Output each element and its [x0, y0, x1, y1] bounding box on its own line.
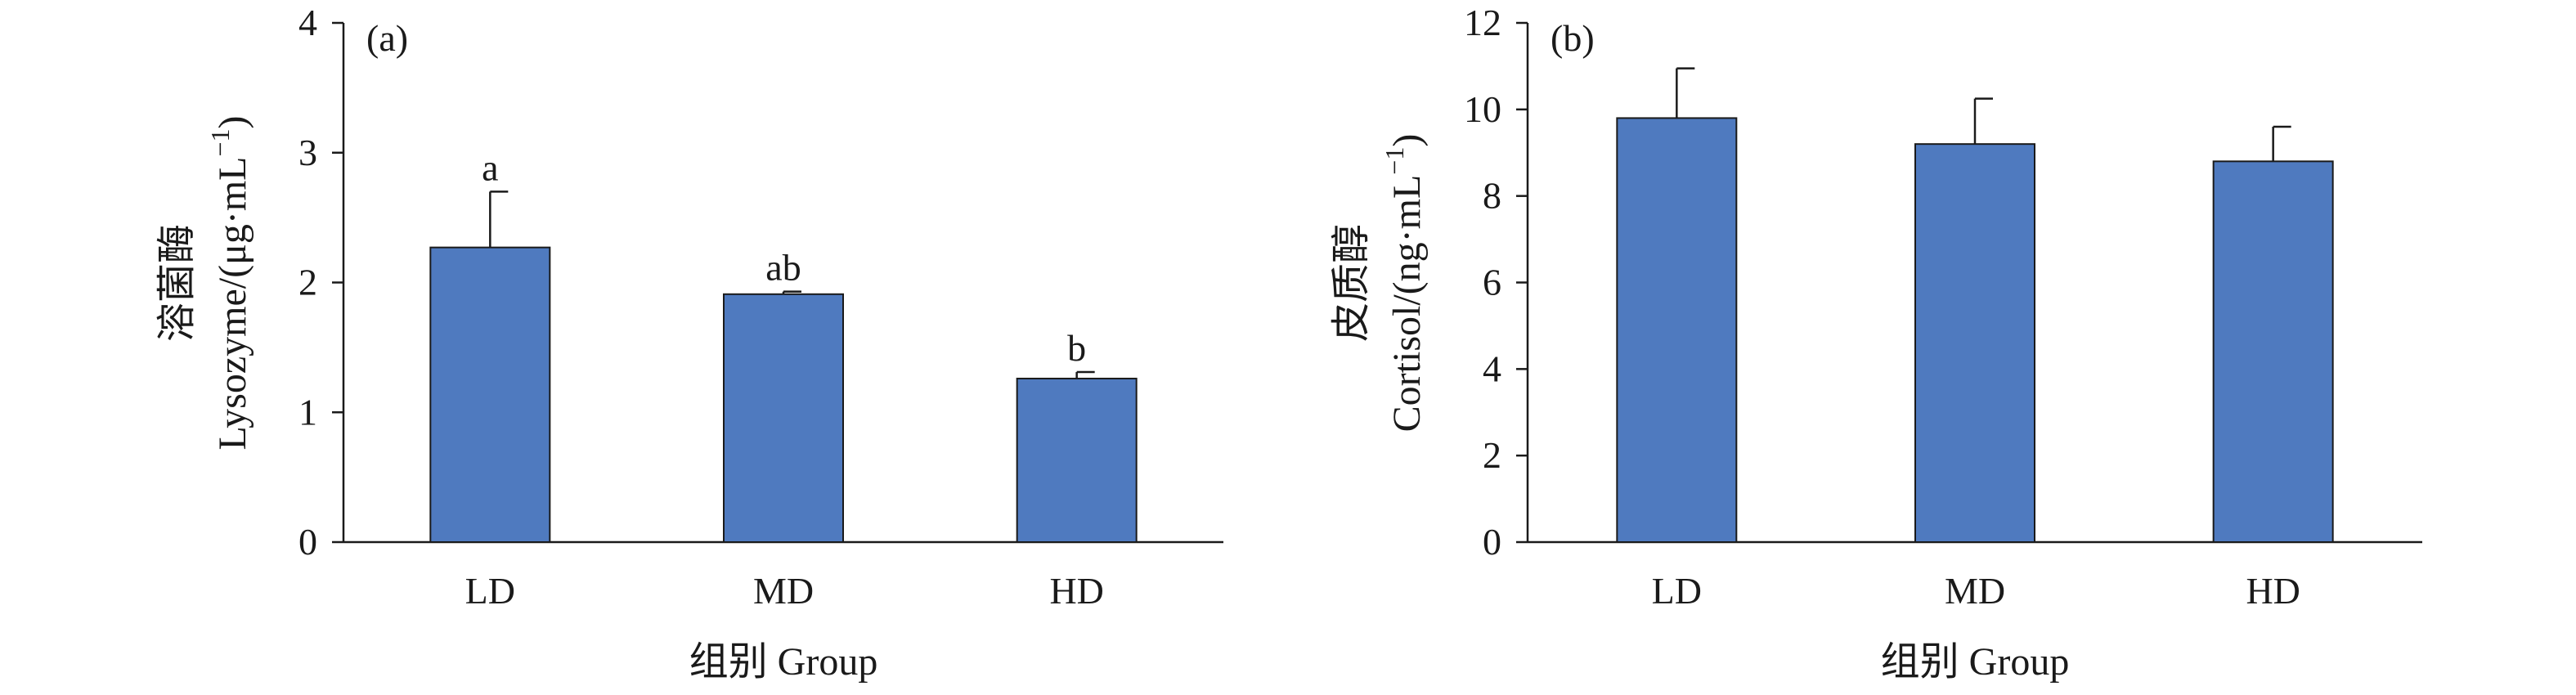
x-tick-label: MD	[1945, 570, 2005, 612]
y-axis-title-cn: 皮质醇	[1330, 224, 1373, 342]
y-axis-title-en-main: Lysozyme/(μg·mL	[211, 157, 254, 451]
y-axis-title-en: Cortisol/(ng·mL−1)	[1380, 134, 1429, 433]
x-axis-title: 组别 Group	[1881, 640, 2070, 684]
y-tick-label: 2	[1483, 434, 1501, 476]
bars: LD MD HD	[1616, 67, 2334, 612]
significance-label: ab	[765, 247, 801, 289]
panel-label: (a)	[366, 17, 408, 59]
y-ticks: 0 2 4 6 8 10 12	[1464, 2, 1528, 563]
y-axis-title-en: Lysozyme/(μg·mL−1)	[205, 115, 254, 450]
x-tick-label: LD	[465, 570, 515, 612]
bar-hd	[1016, 377, 1138, 543]
x-tick-label: HD	[2246, 570, 2300, 612]
y-tick-label: 3	[298, 132, 317, 173]
y-tick-label: 0	[298, 521, 317, 563]
y-axis-title-sup: −1	[205, 128, 235, 156]
y-tick-label: 1	[298, 391, 317, 433]
bar-ld	[429, 246, 551, 543]
bar-ld	[1616, 117, 1738, 543]
y-tick-label: 4	[1483, 348, 1501, 389]
significance-label: b	[1067, 327, 1086, 369]
bar-hd	[2212, 160, 2334, 543]
y-axis-title-close: )	[1385, 134, 1429, 147]
bar-md	[723, 293, 844, 543]
bar-md	[1914, 143, 2035, 544]
y-tick-label: 6	[1483, 262, 1501, 303]
y-tick-label: 4	[298, 2, 317, 43]
y-axis-title-sup: −1	[1380, 147, 1409, 175]
y-axis-title-cn: 溶菌酶	[155, 224, 199, 342]
significance-label: a	[482, 146, 498, 188]
chart-panel-a: (a) 0 1 2 3 4 LD a MD ab HD b 溶菌酶 Lysozyme/(μg·mL…	[155, 2, 1223, 684]
x-tick-label: HD	[1049, 570, 1103, 612]
y-tick-label: 8	[1483, 175, 1501, 217]
y-ticks: 0 1 2 3 4	[298, 2, 343, 563]
y-tick-label: 0	[1483, 521, 1501, 563]
y-tick-label: 2	[298, 262, 317, 303]
chart-panel-b: (b) 0 2 4 6 8 10 12 LD MD HD 皮质醇 Cortisol/(ng·mL…	[1330, 2, 2422, 684]
x-tick-label: MD	[753, 570, 814, 612]
y-axis-title-close: )	[211, 115, 254, 128]
bars: LD a MD ab HD b	[429, 146, 1138, 612]
x-axis-title: 组别 Group	[689, 640, 878, 684]
y-tick-label: 12	[1464, 2, 1501, 43]
y-tick-label: 10	[1464, 88, 1501, 130]
x-tick-label: LD	[1652, 570, 1702, 612]
y-axis-title-en-main: Cortisol/(ng·mL	[1385, 175, 1429, 433]
panel-label: (b)	[1551, 17, 1595, 59]
